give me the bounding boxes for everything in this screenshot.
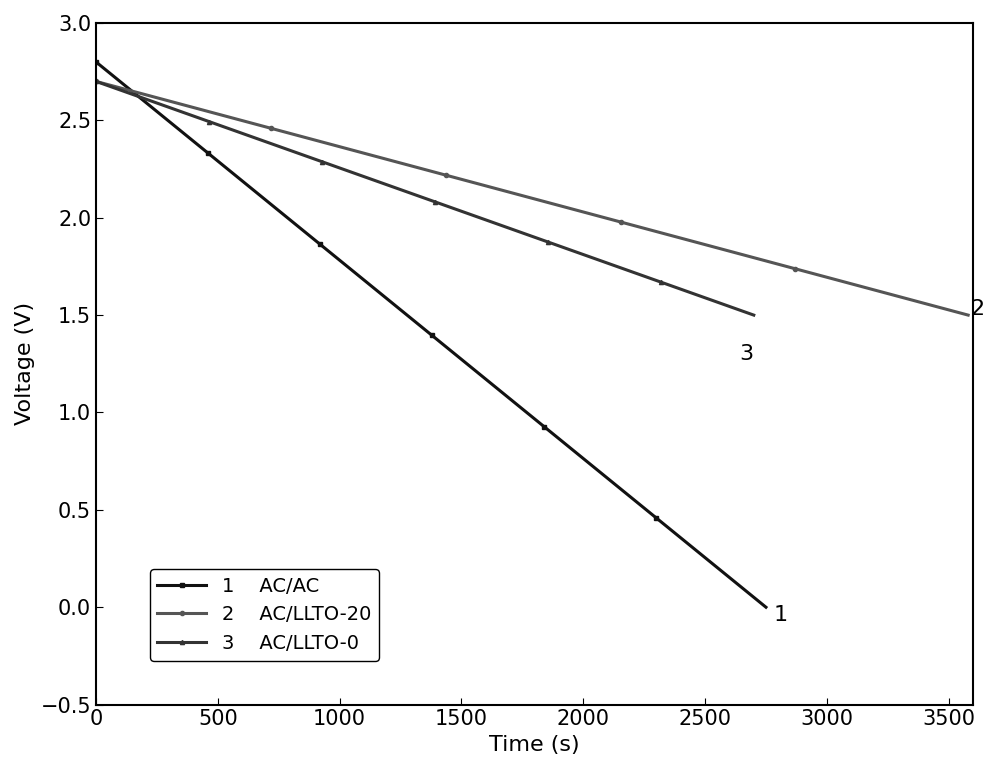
Legend: 1    AC/AC, 2    AC/LLTO-20, 3    AC/LLTO-0: 1 AC/AC, 2 AC/LLTO-20, 3 AC/LLTO-0: [150, 569, 379, 661]
Text: 1: 1: [773, 605, 787, 624]
X-axis label: Time (s): Time (s): [489, 735, 580, 755]
Text: 2: 2: [971, 299, 985, 319]
Y-axis label: Voltage (V): Voltage (V): [15, 303, 35, 425]
Text: 3: 3: [739, 344, 753, 364]
